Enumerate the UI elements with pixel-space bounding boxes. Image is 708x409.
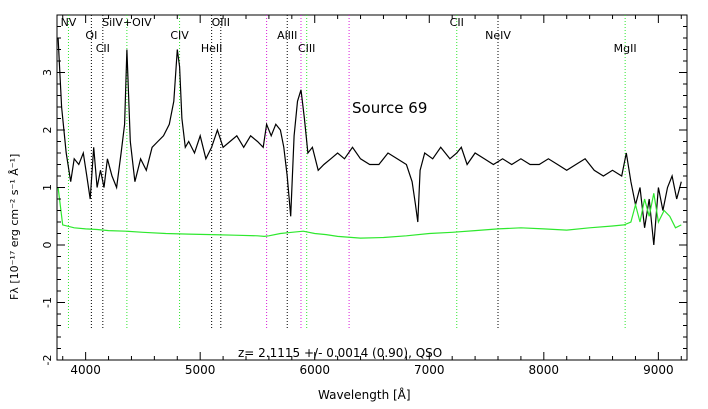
line-id-labels: NVOICIISiIV+OIVCIVHeIIOIIIAlIIICIIICIINe…: [61, 16, 637, 55]
y-tick-label: 0: [41, 242, 54, 249]
x-tick-label: 4000: [70, 363, 101, 377]
line-id-label-oiii: OIII: [212, 16, 230, 29]
y-tick-label: 3: [41, 69, 54, 76]
line-id-label-civ: CIV: [170, 29, 189, 42]
line-id-label-mgii: MgII: [614, 42, 637, 55]
line-id-label-neiv: NeIV: [485, 29, 511, 42]
y-tick-label: -2: [41, 355, 54, 366]
plot-frame: [56, 14, 688, 361]
x-axis-label: Wavelength [Å]: [318, 387, 411, 402]
line-id-label-siiv-oiv: SiIV+OIV: [102, 16, 152, 29]
line-markers: [67, 15, 626, 330]
y-axis-label: Fλ [10⁻¹⁷ erg cm⁻² s⁻¹ Å⁻¹]: [8, 154, 21, 300]
axes-group: 4000 5000 6000 7000 8000 9000 -2 -1 0 1 2 3: [41, 15, 687, 377]
x-tick-label: 9000: [643, 363, 674, 377]
line-id-label-ciii: CIII: [298, 42, 315, 55]
series-group: [57, 37, 682, 246]
series-spectrum: [57, 37, 682, 246]
series-error: [57, 187, 682, 239]
x-tick-label: 5000: [185, 363, 216, 377]
line-id-label-nv: NV: [61, 16, 77, 29]
line-id-label-cii: CII: [96, 42, 110, 55]
y-tick-label: 1: [41, 184, 54, 191]
redshift-annotation: z= 2.1115 +/- 0.0014 (0.90), QSO: [238, 346, 442, 360]
x-tick-label: 8000: [529, 363, 560, 377]
x-tick-label: 6000: [299, 363, 330, 377]
line-id-label-cii: CII: [450, 16, 464, 29]
line-id-label-aliii: AlIII: [277, 29, 297, 42]
y-tick-label: -1: [41, 297, 54, 308]
chart-title: Source 69: [352, 99, 427, 117]
line-id-label-heii: HeII: [201, 42, 223, 55]
line-id-label-oi: OI: [85, 29, 97, 42]
x-tick-label: 7000: [414, 363, 445, 377]
y-tick-label: 2: [41, 127, 54, 134]
